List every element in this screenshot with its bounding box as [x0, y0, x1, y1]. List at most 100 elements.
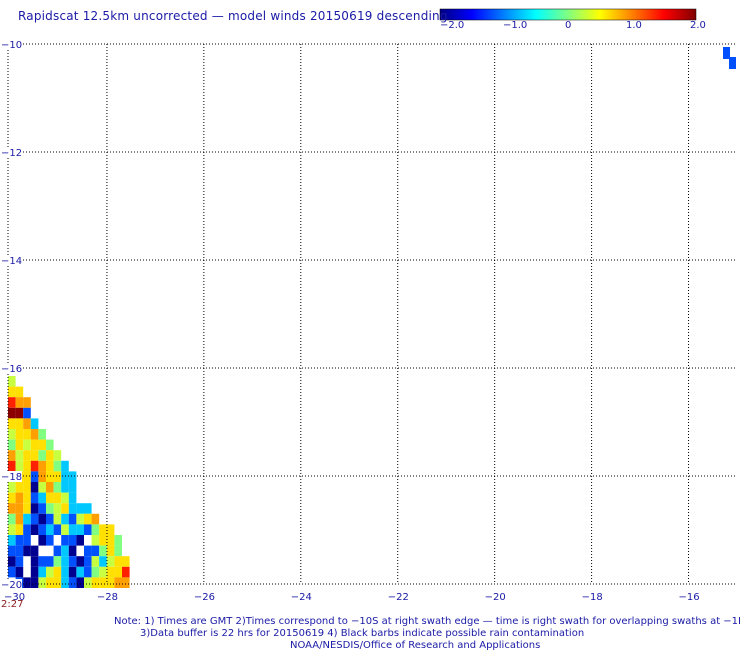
swath-cell — [15, 386, 24, 398]
swath-data-layer — [8, 47, 736, 588]
swath-cell — [61, 471, 69, 482]
swath-cell — [84, 577, 92, 588]
swath-cell — [114, 535, 122, 546]
map-title: Rapidscat 12.5km uncorrected — model win… — [18, 9, 448, 23]
swath-cell — [38, 460, 46, 472]
lon-tick-label: −16 — [679, 592, 700, 603]
swath-cell — [114, 556, 122, 567]
swath-cell — [23, 577, 31, 588]
swath-cell — [8, 513, 16, 525]
swath-cell — [30, 577, 39, 588]
lon-tick-label: −28 — [97, 592, 118, 603]
colorbar — [439, 8, 697, 21]
swath-cell — [122, 556, 130, 567]
swath-cell — [53, 503, 62, 514]
swath-cell — [53, 577, 62, 588]
swath-cell — [91, 524, 100, 535]
lon-tick-label: −30 — [4, 592, 25, 603]
swath-cell — [15, 418, 24, 429]
swath-cell — [84, 524, 92, 535]
swath-cell — [84, 556, 92, 567]
swath-cell — [76, 513, 84, 525]
swath-cell — [106, 556, 115, 567]
swath-cell — [23, 460, 31, 472]
swath-cell — [106, 577, 115, 588]
swath-cell — [8, 460, 16, 472]
colorbar-tick-max: 2.0 — [690, 20, 706, 31]
lat-label-bg — [0, 579, 22, 590]
swath-cell — [15, 450, 24, 461]
swath-cell — [38, 482, 46, 493]
swath-cell — [91, 577, 100, 588]
swath-cell — [53, 471, 62, 482]
swath-cell — [76, 577, 84, 588]
swath-cell — [61, 482, 69, 493]
lat-tick-label: −14 — [1, 256, 22, 267]
swath-cell — [15, 566, 24, 578]
swath-cell — [23, 482, 31, 493]
swath-cell — [23, 439, 31, 451]
swath-cell — [38, 492, 46, 504]
swath-cell — [8, 556, 16, 567]
swath-cell — [84, 513, 92, 525]
swath-cell — [30, 471, 39, 482]
swath-cell — [61, 556, 69, 567]
lat-tick-label: −12 — [1, 148, 22, 159]
lon-tick-label: −20 — [485, 592, 506, 603]
swath-cell — [91, 566, 100, 578]
lon-tick-label: −24 — [291, 592, 312, 603]
swath-cell — [53, 556, 62, 567]
swath-cell — [91, 556, 100, 567]
swath-cell — [68, 513, 77, 525]
swath-cell — [76, 556, 84, 567]
swath-cell — [68, 482, 77, 493]
lat-label-bg — [0, 147, 22, 158]
swath-cell — [30, 460, 39, 472]
lat-label-bg — [0, 363, 22, 374]
swath-cell — [68, 545, 77, 557]
swath-cell — [38, 566, 46, 578]
swath-cell — [53, 460, 62, 472]
swath-cell — [15, 460, 24, 472]
swath-cell — [46, 503, 54, 514]
swath-cell — [15, 535, 24, 546]
swath-cell — [8, 386, 16, 398]
swath-cell — [8, 376, 16, 387]
swath-cell — [8, 535, 16, 546]
swath-cell — [8, 482, 16, 493]
swath-cell — [76, 524, 84, 535]
latitude-labels: −10 −12 −14 −16 −18 −20 — [0, 39, 22, 591]
swath-cell — [30, 545, 39, 557]
swath-cell — [46, 513, 54, 525]
swath-cell — [46, 439, 54, 451]
swath-cell — [30, 418, 39, 429]
swath-cell — [53, 450, 62, 461]
swath-cell — [99, 535, 107, 546]
swath-cell — [61, 492, 69, 504]
swath-cell — [23, 524, 31, 535]
swath-cell — [84, 566, 92, 578]
swath-cell — [99, 556, 107, 567]
map-grid — [8, 44, 735, 585]
swath-cell — [46, 482, 54, 493]
swath-cell — [8, 492, 16, 504]
swath-cell — [8, 429, 16, 440]
swath-cell — [122, 577, 130, 588]
swath-cell — [61, 566, 69, 578]
swath-cell — [8, 450, 16, 461]
swath-cell — [106, 524, 115, 535]
swath-cell — [38, 439, 46, 451]
swath-cell — [30, 429, 39, 440]
colorbar-tick-min: −2.0 — [440, 20, 465, 31]
swath-cell — [38, 429, 46, 440]
swath-cell — [23, 535, 31, 546]
swath-cell — [91, 545, 100, 557]
swath-cell — [8, 407, 16, 419]
swath-cell — [8, 545, 16, 557]
swath-cell — [68, 471, 77, 482]
swath-cell — [61, 524, 69, 535]
time-label: 2:27 — [1, 599, 24, 610]
swath-cell — [91, 513, 100, 525]
swath-cell — [8, 503, 16, 514]
